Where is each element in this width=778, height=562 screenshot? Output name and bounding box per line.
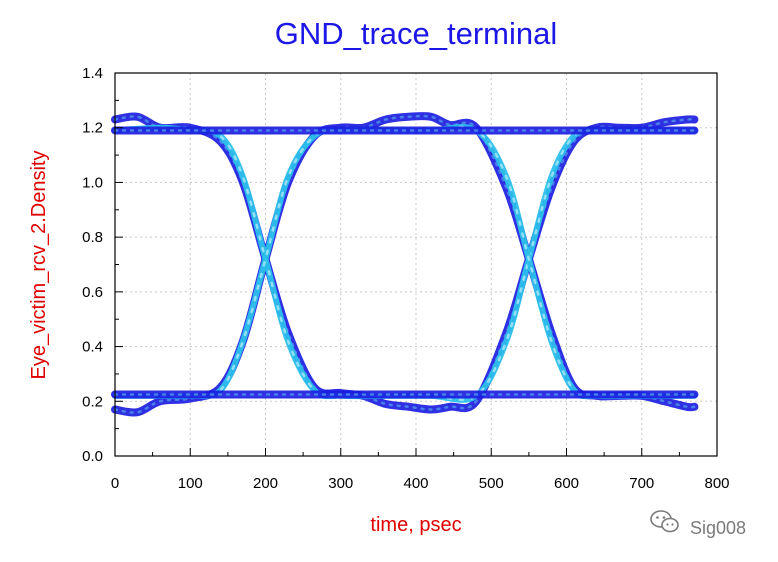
eye-trace-density bbox=[113, 126, 696, 402]
x-tick-label: 200 bbox=[253, 475, 278, 492]
y-tick-label: 0.4 bbox=[82, 339, 103, 356]
x-axis-label: time, psec bbox=[370, 514, 461, 536]
y-tick-label: 0.2 bbox=[82, 393, 103, 410]
eye-trace-density bbox=[113, 115, 696, 411]
x-tick-label: 0 bbox=[111, 475, 119, 492]
wechat-icon bbox=[650, 510, 679, 533]
eye-trace-band bbox=[112, 124, 698, 400]
y-tick-label: 0.8 bbox=[82, 229, 103, 246]
eye-trace-band bbox=[111, 112, 699, 417]
y-tick-label: 0.0 bbox=[82, 448, 103, 465]
series-group bbox=[111, 112, 699, 417]
x-tick-label: 800 bbox=[704, 475, 729, 492]
y-tick-label: 1.0 bbox=[82, 174, 103, 191]
y-axis-label: Eye_victim_rcv_2.Density bbox=[28, 151, 50, 380]
y-tick-label: 1.2 bbox=[82, 120, 103, 137]
y-axis-ticks: 0.0 0.2 0.4 0.6 0.8 1.0 1.2 1.4 bbox=[82, 65, 123, 465]
x-tick-label: 100 bbox=[178, 475, 203, 492]
x-axis-ticks: 0 100 200 300 400 500 600 700 800 bbox=[111, 448, 730, 492]
x-tick-label: 300 bbox=[328, 475, 353, 492]
y-tick-label: 0.6 bbox=[82, 284, 103, 301]
eye-trace-band bbox=[111, 112, 699, 414]
y-tick-label: 1.4 bbox=[82, 65, 103, 82]
watermark-text: Sig008 bbox=[690, 518, 746, 538]
x-tick-label: 500 bbox=[479, 475, 504, 492]
eye-trace-band bbox=[112, 124, 698, 403]
watermark: Sig008 bbox=[650, 510, 746, 538]
eye-trace-density bbox=[113, 125, 696, 398]
x-tick-label: 400 bbox=[403, 475, 428, 492]
eye-trace-density bbox=[113, 114, 696, 414]
x-tick-label: 700 bbox=[629, 475, 654, 492]
x-tick-label: 600 bbox=[554, 475, 579, 492]
grid-lines bbox=[115, 73, 717, 456]
chart-title: GND_trace_terminal bbox=[275, 16, 558, 51]
